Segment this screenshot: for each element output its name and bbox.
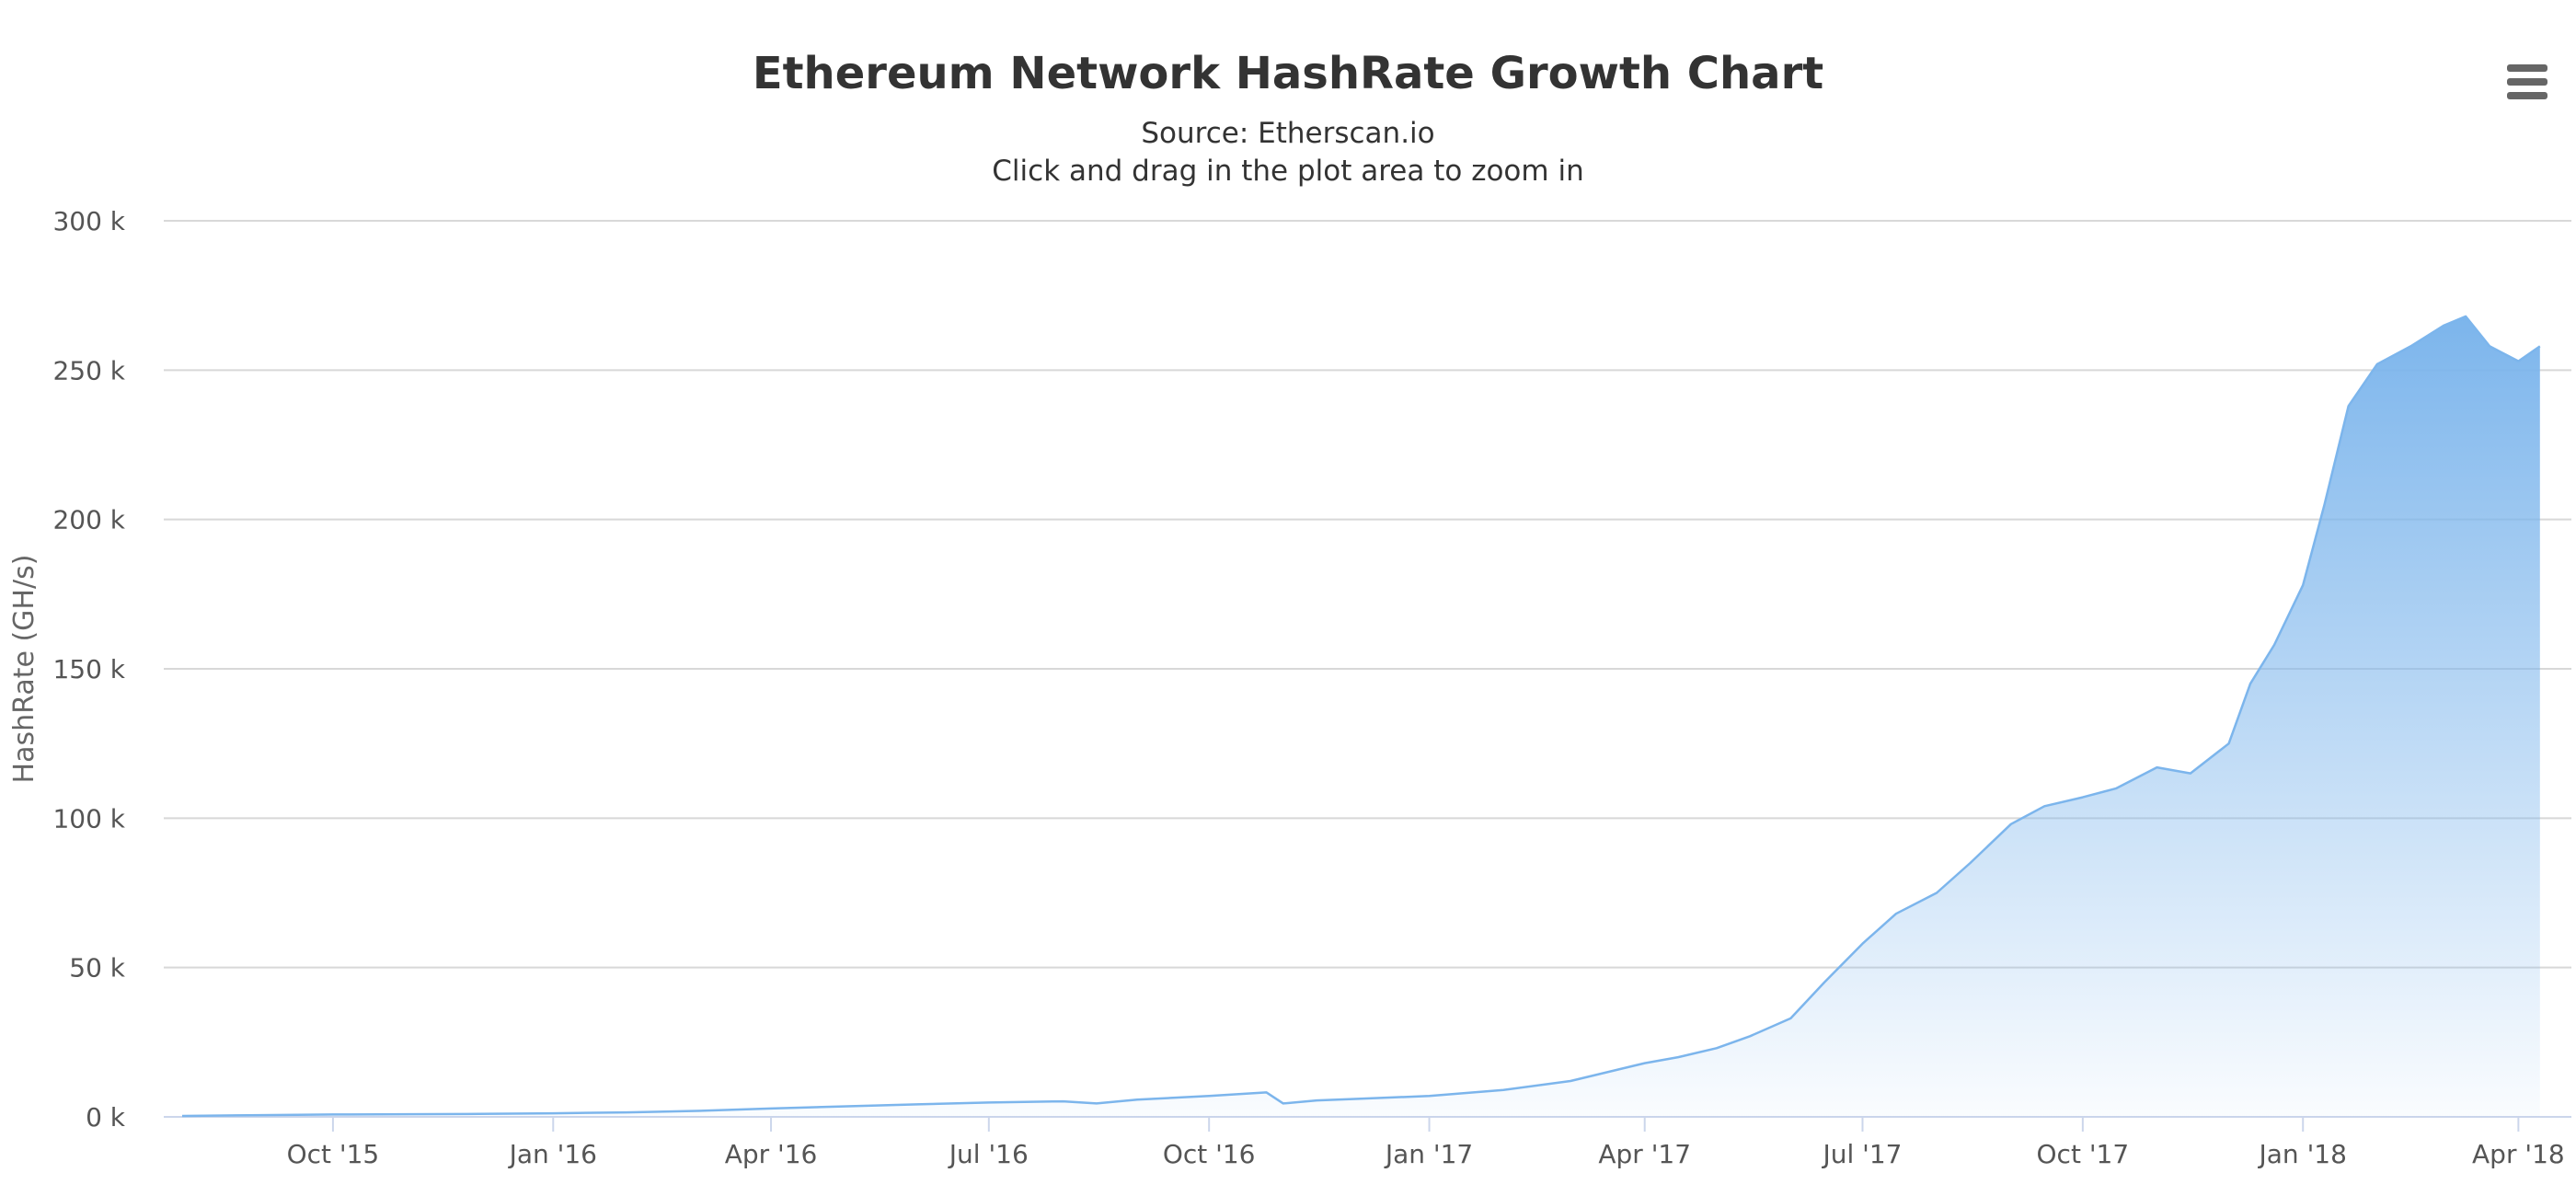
- x-tick-label: Oct '16: [1163, 1139, 1256, 1169]
- y-axis-title: HashRate (GH/s): [8, 555, 40, 784]
- chart-subtitle-zoom-hint: Click and drag in the plot area to zoom …: [992, 155, 1584, 188]
- series-line[interactable]: [181, 315, 2541, 1118]
- x-tick-label: Apr '17: [1598, 1139, 1691, 1169]
- x-axis: [164, 1116, 2571, 1132]
- chart-title: Ethereum Network HashRate Growth Chart: [752, 48, 1824, 99]
- x-axis-labels: Oct '15 Jan '16 Apr '16 Jul '16 Oct '16 Jan '…: [287, 1139, 2565, 1169]
- x-tick-label: Jan '16: [508, 1139, 597, 1169]
- x-tick-label: Apr '18: [2472, 1139, 2565, 1169]
- hamburger-icon-bar-3: [2507, 92, 2547, 99]
- y-axis-labels: 0 k 50 k 100 k 150 k 200 k 250 k 300 k: [52, 206, 125, 1133]
- series-area-fill: [182, 316, 2540, 1117]
- x-tick-label: Jan '17: [1384, 1139, 1473, 1169]
- y-tick-label: 200 k: [52, 505, 125, 535]
- y-tick-label: 250 k: [52, 355, 125, 385]
- hamburger-icon-bar-2: [2507, 78, 2547, 86]
- y-tick-label: 0 k: [86, 1102, 126, 1133]
- chart-subtitle-source: Source: Etherscan.io: [1141, 117, 1435, 150]
- x-tick-label: Jul '17: [1821, 1139, 1902, 1169]
- y-tick-label: 50 k: [69, 953, 126, 983]
- hamburger-icon-bar-1: [2507, 64, 2547, 72]
- x-tick-label: Oct '15: [287, 1139, 380, 1169]
- x-tick-label: Jan '18: [2258, 1139, 2347, 1169]
- x-tick-label: Jul '16: [948, 1139, 1029, 1169]
- y-tick-label: 300 k: [52, 206, 125, 236]
- y-tick-label: 100 k: [52, 803, 125, 834]
- y-tick-label: 150 k: [52, 654, 125, 684]
- x-tick-label: Oct '17: [2037, 1139, 2130, 1169]
- context-menu-button[interactable]: [2504, 64, 2550, 107]
- x-tick-label: Apr '16: [725, 1139, 818, 1169]
